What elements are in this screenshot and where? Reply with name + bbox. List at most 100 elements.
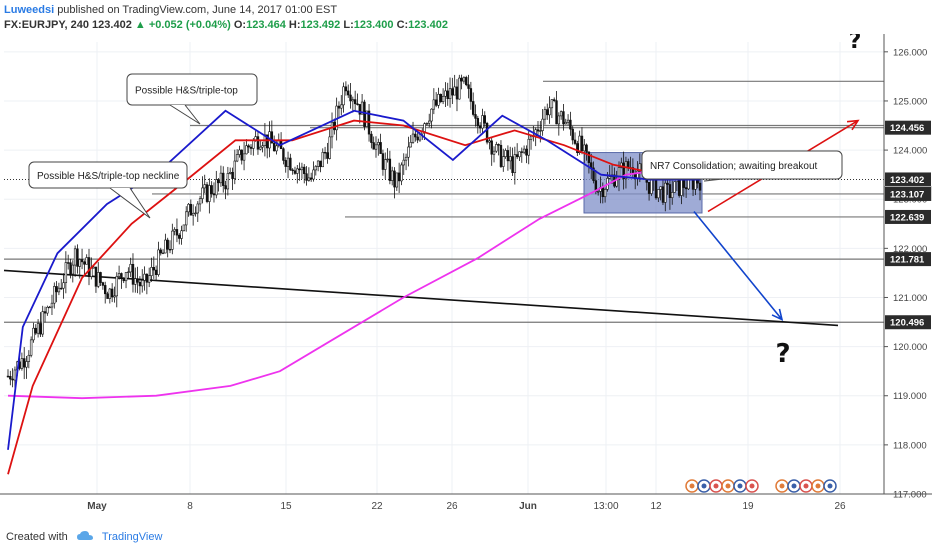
price-tick-label: 124.000 (893, 146, 927, 157)
candle-body (124, 272, 128, 282)
time-tick-label: 12 (650, 501, 662, 512)
candle-body (261, 145, 264, 148)
candle-body (83, 261, 86, 265)
candle-body (557, 115, 561, 125)
candle-body (492, 150, 496, 155)
candle-body (365, 110, 368, 127)
candle-body (94, 266, 98, 287)
candle-body (379, 142, 382, 154)
time-axis[interactable]: May 8 15 22 26 Jun 13:00 12 19 26 (0, 493, 932, 512)
candle-body (437, 93, 440, 106)
candle-body (46, 306, 49, 314)
time-tick-label: 26 (446, 501, 458, 512)
candle-body (374, 144, 378, 150)
candle-body (92, 266, 95, 269)
candle-body (661, 186, 665, 203)
chart-footer: Created with TradingView (0, 522, 932, 550)
tradingview-link[interactable]: TradingView (101, 531, 163, 543)
candle-body (6, 375, 10, 378)
candle-body (469, 88, 473, 102)
candle-body (559, 111, 563, 117)
economic-event-dot (815, 483, 821, 489)
candle-body (390, 170, 394, 181)
candle-body (147, 275, 151, 283)
candle-body (178, 234, 181, 239)
candle-body (414, 133, 417, 138)
candle-body (272, 142, 276, 152)
candle-body (527, 138, 530, 156)
candle-body (226, 173, 230, 190)
candle-body (393, 170, 396, 188)
price-label: 123.402 (890, 175, 924, 186)
candle-body (451, 88, 454, 96)
candle-body (104, 285, 107, 295)
time-tick-label: May (87, 501, 107, 512)
candle-body (657, 189, 660, 199)
candle-body (64, 262, 68, 284)
candle-body (471, 101, 475, 115)
candle-body (319, 160, 322, 168)
candle-body (53, 286, 56, 304)
candle-body (587, 151, 591, 163)
candle-body (25, 361, 28, 368)
candle-body (571, 128, 574, 141)
candle-body (284, 160, 287, 167)
candle-body (145, 273, 149, 283)
candle-body (117, 273, 121, 277)
callout-triple-top-tail (169, 104, 201, 125)
economic-event-dot (689, 483, 695, 489)
candle-body (446, 90, 449, 100)
open-value: 123.464 (246, 19, 286, 31)
callout-nr7-box[interactable] (641, 150, 843, 180)
bearish-arrow (693, 210, 783, 321)
candle-body (423, 123, 426, 132)
published-text: published on TradingView.com, June 14, 2… (57, 4, 338, 16)
candle-body (576, 143, 579, 153)
candle-body (228, 171, 232, 174)
close-label: C: (396, 19, 409, 31)
price-label: 122.639 (890, 212, 924, 223)
candle-body (201, 187, 204, 199)
candle-body (430, 108, 433, 122)
candle-body (215, 179, 218, 196)
callout-neckline-box[interactable] (28, 161, 188, 189)
author-name[interactable]: Luweedsi (4, 4, 55, 16)
bullish-arrow-head (846, 119, 860, 131)
candle-body (127, 271, 130, 274)
candle-body (270, 131, 274, 144)
candle-body (608, 176, 611, 179)
price-axis[interactable]: 126.000125.000124.000123.000122.000121.0… (883, 34, 932, 501)
candle-body (580, 135, 584, 152)
candle-body (518, 151, 521, 158)
candle-body (536, 129, 540, 132)
candle-body (617, 167, 621, 180)
callout-triple-top-box[interactable] (126, 73, 258, 106)
candle-body (465, 77, 468, 86)
candle-body (585, 144, 588, 153)
candle-body (266, 134, 269, 149)
candle-body (363, 101, 366, 127)
candle-body (57, 287, 61, 293)
candle-body (529, 135, 533, 140)
symbol-label[interactable]: FX:EURJPY, 240 (4, 19, 89, 31)
candle-body (303, 166, 306, 175)
candle-body (43, 311, 47, 314)
candle-body (240, 149, 243, 161)
candle-body (358, 104, 361, 115)
candle-body (208, 185, 211, 202)
candle-body (340, 104, 343, 109)
candle-body (395, 172, 399, 188)
candle-body (522, 148, 526, 153)
candle-body (347, 90, 350, 96)
candle-body (298, 168, 301, 171)
candle-body (136, 278, 139, 283)
candle-body (601, 187, 604, 198)
candle-body (370, 133, 373, 143)
candle-body (497, 144, 500, 146)
candle-body (161, 252, 165, 255)
candle-body (485, 122, 489, 143)
candle-body (434, 99, 438, 106)
price-tick-label: 122.000 (893, 244, 927, 255)
candle-body (513, 154, 517, 173)
